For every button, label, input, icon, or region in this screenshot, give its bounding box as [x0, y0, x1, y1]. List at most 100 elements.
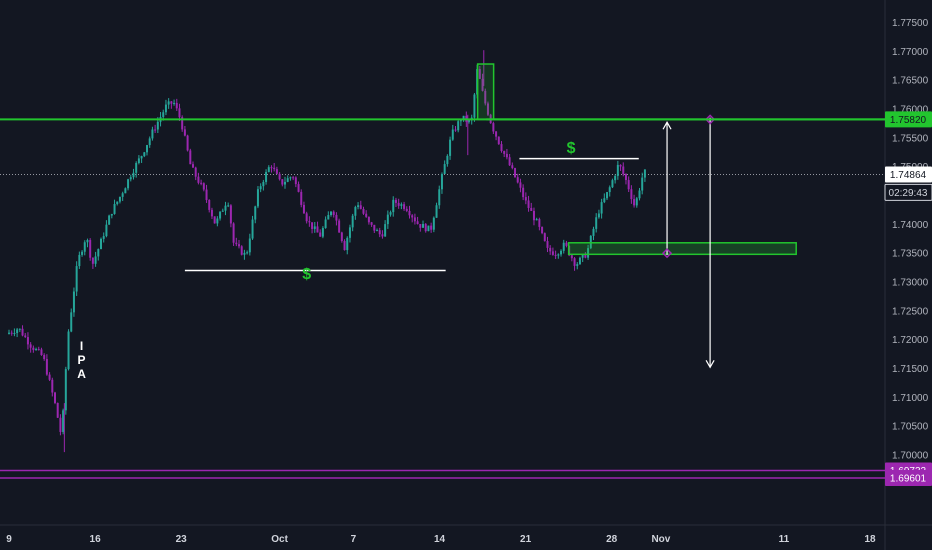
y-tick-label: 1.72000 — [892, 335, 929, 346]
candle-body — [124, 188, 127, 194]
candle-body — [570, 255, 573, 259]
peak-box[interactable] — [476, 63, 495, 121]
candle-body — [24, 335, 27, 338]
candle-body — [275, 169, 278, 174]
candle-body — [587, 248, 590, 258]
candle-body — [265, 171, 268, 182]
candle-body — [497, 136, 500, 145]
candle-body — [78, 254, 81, 267]
candle-body — [110, 213, 113, 216]
candle-body — [72, 291, 75, 313]
x-tick-label: Nov — [651, 534, 670, 545]
candle-body — [562, 242, 565, 251]
candle-body — [449, 139, 452, 156]
candle-body — [595, 217, 598, 229]
candle-body — [624, 174, 627, 181]
level-diamond-marker[interactable] — [705, 114, 716, 125]
current-price-tag: 1.74864 — [885, 166, 932, 183]
candle-body — [394, 199, 397, 203]
candle-body — [221, 210, 224, 212]
demand-zone[interactable] — [567, 242, 797, 256]
y-tick-label: 1.73000 — [892, 278, 929, 289]
x-tick-label: 9 — [6, 534, 12, 545]
countdown-tag: 02:29:43 — [884, 183, 932, 201]
candle-body — [351, 215, 354, 228]
candle-body — [633, 199, 636, 206]
candle-body — [178, 108, 181, 118]
candle-body — [270, 167, 273, 169]
candle-body — [635, 198, 638, 206]
candle-body — [227, 205, 230, 207]
candle-body — [75, 266, 78, 292]
candle-body — [440, 174, 443, 190]
candle-body — [135, 162, 138, 173]
candle-body — [500, 144, 503, 152]
candle-body — [194, 167, 197, 177]
candle-body — [627, 180, 630, 190]
candle-body — [200, 182, 203, 184]
candle-body — [224, 205, 227, 211]
candle-body — [443, 164, 446, 175]
candle-body — [384, 224, 387, 237]
candle-body — [262, 181, 265, 187]
candle-body — [91, 257, 94, 264]
candle-body — [121, 193, 124, 197]
candle-body — [238, 244, 241, 247]
candle-body — [229, 205, 232, 224]
candle-body — [146, 145, 149, 153]
candle-body — [495, 131, 498, 137]
y-tick-label: 1.72500 — [892, 306, 929, 317]
candle-body — [62, 410, 65, 432]
candle-body — [113, 204, 116, 214]
candle-body — [197, 176, 200, 183]
candle-body — [451, 129, 454, 140]
candle-body — [622, 166, 625, 175]
x-tick-label: Oct — [271, 534, 288, 545]
y-tick-label: 1.71500 — [892, 364, 929, 375]
candle-body — [638, 190, 641, 199]
candle-body — [167, 101, 170, 105]
candle-body — [208, 199, 211, 210]
candle-body — [319, 232, 322, 237]
candle-body — [524, 197, 527, 201]
candle-body — [127, 179, 130, 189]
candle-body — [327, 215, 330, 220]
candle-body — [532, 210, 535, 221]
candle-body — [367, 216, 370, 223]
candle-body — [284, 181, 287, 185]
candle-body — [413, 217, 416, 222]
y-tick-label: 1.70500 — [892, 422, 929, 433]
candle-body — [459, 120, 462, 122]
candle-body — [294, 177, 297, 185]
ipa-letter: I — [80, 339, 83, 353]
time-axis[interactable]: 9 16 23 Oct 7 14 21 28 Nov 11 18 — [6, 534, 876, 545]
candle-body — [132, 172, 135, 178]
candle-body — [641, 177, 644, 191]
candle-body — [316, 226, 319, 233]
candle-body — [97, 249, 100, 257]
candle-body — [332, 211, 335, 215]
candle-body — [292, 177, 295, 179]
candle-body — [522, 187, 525, 198]
candle-body — [154, 129, 157, 131]
candle-body — [427, 225, 430, 232]
candle-body — [527, 200, 530, 208]
candle-body — [151, 129, 154, 139]
candle-body — [359, 205, 362, 209]
x-tick-label: 11 — [779, 534, 790, 545]
candle-body — [21, 328, 24, 336]
candle-body — [338, 220, 341, 233]
purple-level-2-tag: 1.69601 — [885, 470, 932, 487]
candle-body — [603, 198, 606, 203]
candle-body — [16, 329, 19, 334]
candle-body — [362, 208, 365, 214]
candle-body — [573, 258, 576, 266]
candle-body — [392, 199, 395, 213]
zone-diamond-marker[interactable] — [661, 248, 673, 259]
candle-body — [330, 211, 333, 216]
candle-body — [378, 230, 381, 235]
candle-body — [386, 214, 389, 225]
candle-body — [240, 246, 243, 255]
